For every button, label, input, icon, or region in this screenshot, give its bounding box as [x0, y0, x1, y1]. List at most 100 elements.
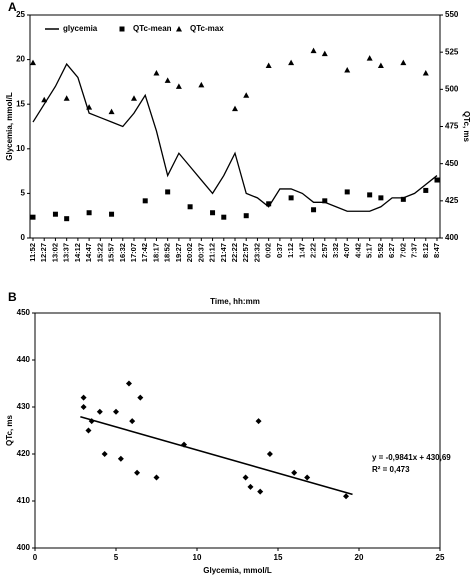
x-tick-label: 22:57	[241, 243, 250, 262]
y-tick-label: 410	[17, 496, 31, 505]
x-axis-title: Glycemia, mmol/L	[203, 566, 272, 575]
y2-axis-title: QTc, ms	[462, 111, 471, 143]
x-tick-label: 21:47	[219, 243, 228, 262]
data-point	[80, 394, 87, 401]
qtc-marker	[400, 59, 407, 66]
qtc-marker	[400, 196, 406, 202]
qtc-marker	[109, 211, 115, 217]
x-tick-label: 7:02	[398, 243, 407, 258]
data-point	[247, 483, 254, 490]
y-tick-label: 15	[16, 99, 25, 108]
qtc-marker	[108, 108, 115, 115]
y-tick-label: 20	[16, 55, 25, 64]
x-tick-label: 8:47	[432, 243, 441, 258]
x-tick-label: 7:37	[410, 243, 419, 258]
plot-frame	[34, 312, 441, 549]
qtc-marker	[265, 62, 272, 69]
legend-label: glycemia	[63, 24, 98, 33]
x-tick-label: 22:22	[230, 243, 239, 262]
data-point	[96, 408, 103, 415]
data-point	[153, 474, 160, 481]
qtc-marker	[131, 95, 137, 101]
x-tick-label: 12:27	[39, 243, 48, 262]
qtc-marker	[311, 207, 317, 213]
qtc-marker	[367, 192, 373, 198]
qtc-marker	[310, 47, 317, 54]
x-tick-label: 15:22	[95, 243, 104, 262]
qtc-marker	[434, 177, 440, 183]
x-tick-label: 23:32	[252, 243, 261, 262]
x-tick-label: 14:12	[73, 243, 82, 262]
x-tick-label: 0	[33, 553, 38, 562]
legend-label: QTc-mean	[133, 24, 172, 33]
qtc-marker	[266, 201, 272, 207]
qtc-marker	[198, 81, 205, 88]
qtc-marker	[423, 187, 429, 193]
x-tick-label: 20	[355, 553, 364, 562]
qtc-marker	[165, 189, 171, 195]
data-point	[266, 451, 273, 457]
x-tick-label: 17:07	[129, 243, 138, 262]
qtc-marker	[153, 69, 160, 76]
legend-label: QTc-max	[190, 24, 224, 33]
qtc-marker	[30, 214, 36, 220]
panel-label: A	[8, 0, 17, 14]
x-tick-label: 20:37	[196, 243, 205, 262]
x-tick-label: 19:27	[174, 243, 183, 262]
y-axis-title: Glycemia, mmol/L	[5, 92, 14, 161]
data-point	[85, 427, 92, 434]
x-tick-label: 2:22	[309, 243, 318, 258]
qtc-marker	[243, 92, 250, 98]
panel-label: B	[8, 290, 17, 304]
data-point	[88, 418, 95, 425]
x-axis-title: Time, hh:mm	[210, 297, 260, 306]
x-tick-label: 15:57	[107, 243, 116, 262]
y-tick-label: 10	[16, 144, 25, 153]
qtc-marker	[175, 83, 182, 89]
qtc-marker	[322, 198, 328, 204]
data-point	[117, 455, 124, 462]
x-tick-label: 1:47	[297, 243, 306, 258]
glycemia-line	[32, 62, 438, 212]
y-tick-label: 420	[17, 449, 31, 458]
y-tick-label: 440	[17, 355, 31, 364]
x-tick-label: 2:57	[320, 243, 329, 258]
x-tick-label: 10	[193, 553, 202, 562]
qtc-marker	[243, 213, 249, 219]
y2-tick-label: 475	[445, 122, 459, 131]
x-tick-label: 17:42	[140, 243, 149, 262]
x-tick-label: 13:02	[50, 243, 59, 262]
y-tick-label: 430	[17, 402, 31, 411]
x-tick-label: 21:12	[208, 243, 217, 262]
qtc-marker	[288, 195, 294, 201]
data-point	[291, 469, 298, 476]
qtc-marker	[210, 210, 216, 216]
x-tick-label: 4:07	[342, 243, 351, 258]
data-point	[137, 394, 144, 401]
x-tick-label: 11:52	[28, 243, 37, 262]
legend-swatch	[119, 26, 125, 32]
qtc-marker	[344, 189, 350, 195]
x-tick-label: 15	[274, 553, 283, 562]
y-tick-label: 400	[17, 543, 31, 552]
x-tick-label: 5:17	[365, 243, 374, 258]
y2-tick-label: 400	[445, 233, 459, 242]
y-tick-label: 25	[16, 10, 25, 19]
y-tick-label: 5	[21, 189, 26, 198]
x-tick-label: 16:32	[118, 243, 127, 262]
qtc-marker	[64, 216, 70, 222]
data-point	[304, 474, 311, 481]
data-point	[181, 441, 188, 448]
qtc-marker	[221, 214, 227, 220]
data-point	[80, 404, 87, 410]
y-tick-label: 450	[17, 308, 31, 317]
x-tick-label: 8:12	[421, 243, 430, 258]
y-tick-label: 0	[21, 233, 26, 242]
legend-swatch	[176, 26, 182, 32]
x-tick-label: 0:37	[275, 243, 284, 258]
x-tick-label: 20:02	[185, 243, 194, 262]
qtc-marker	[288, 59, 295, 66]
qtc-marker	[321, 50, 328, 57]
qtc-marker	[30, 59, 36, 66]
